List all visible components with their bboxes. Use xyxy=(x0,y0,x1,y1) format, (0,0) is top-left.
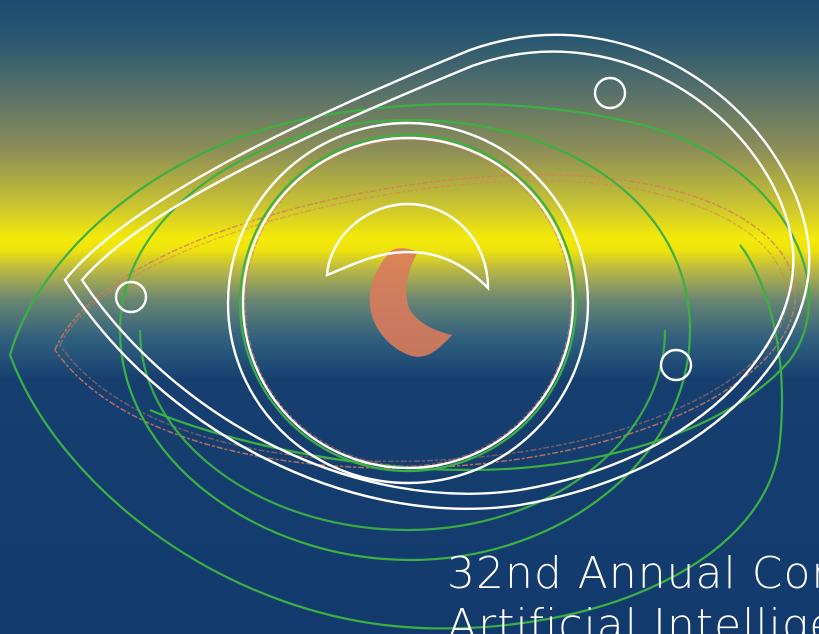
headline-line-1: 32nd Annual Conf xyxy=(447,548,819,599)
central-blob xyxy=(369,248,452,357)
sketch-outline xyxy=(54,139,796,470)
headline-line-2: Artificial Intelligenc xyxy=(447,600,819,634)
white-eye-outline xyxy=(63,33,811,510)
small-circle-right xyxy=(659,348,693,382)
white-iris-rings xyxy=(226,121,590,485)
small-circle-top-right xyxy=(593,76,627,110)
crescent-icon xyxy=(325,202,490,291)
conference-headline: 32nd Annual Conf Artificial Intelligenc xyxy=(447,548,819,634)
small-circle-left xyxy=(114,280,148,314)
green-rings xyxy=(8,102,811,630)
